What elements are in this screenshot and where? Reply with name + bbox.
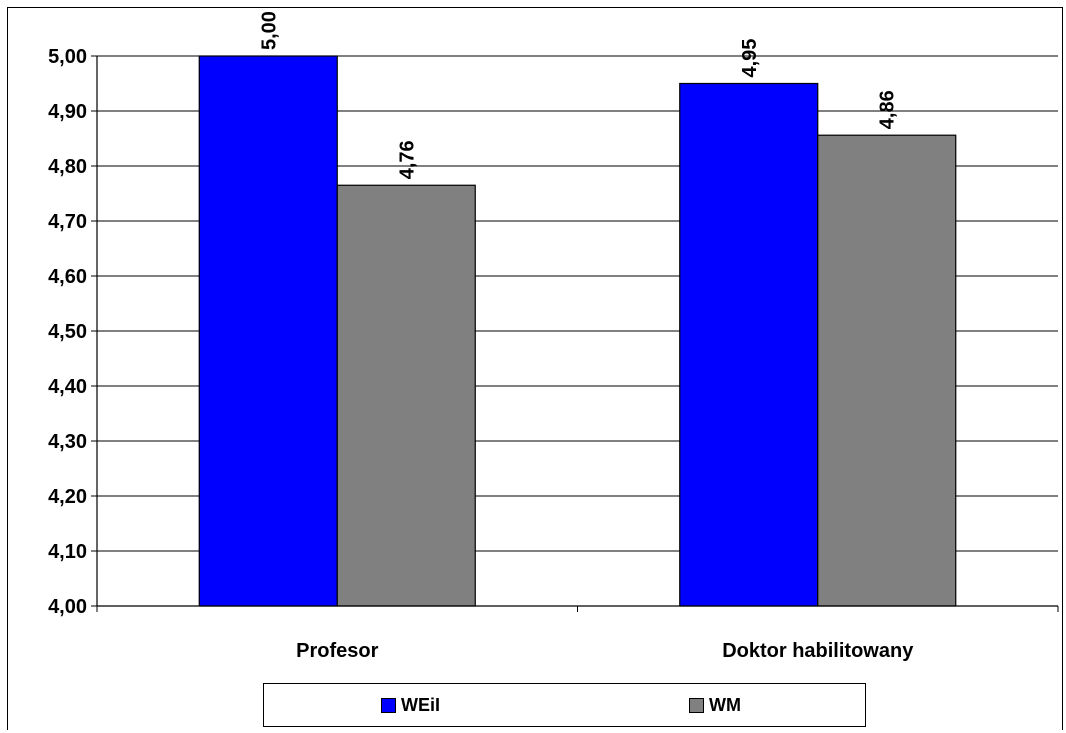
y-tick-label: 4,00 bbox=[48, 596, 87, 618]
data-label: 5,00 bbox=[258, 11, 280, 50]
legend-label-weii: WEiI bbox=[401, 695, 440, 715]
category-label: Doktor habilitowany bbox=[722, 640, 914, 662]
y-tick-label: 4,20 bbox=[48, 486, 87, 508]
y-tick-label: 4,70 bbox=[48, 211, 87, 233]
data-label: 4,86 bbox=[877, 90, 899, 129]
data-label: 4,95 bbox=[739, 39, 761, 78]
axes bbox=[96, 56, 1059, 612]
y-tick-label: 4,40 bbox=[48, 376, 87, 398]
category-label: Profesor bbox=[296, 640, 378, 662]
y-tick-label: 4,60 bbox=[48, 266, 87, 288]
bar-weii-0 bbox=[198, 55, 338, 607]
y-tick-label: 4,10 bbox=[48, 541, 87, 563]
y-tick-label: 4,50 bbox=[48, 321, 87, 343]
bar-wm-0 bbox=[336, 184, 476, 607]
chart-frame bbox=[7, 7, 1063, 730]
y-tick-label: 4,30 bbox=[48, 431, 87, 453]
legend-swatch-weii bbox=[381, 698, 396, 713]
data-labels: 5,00 4,76 4,95 4,86 bbox=[258, 11, 899, 179]
y-tick-label: 5,00 bbox=[48, 46, 87, 68]
bar-wm-1 bbox=[817, 134, 957, 607]
legend-item-weii: WEiI bbox=[381, 695, 440, 716]
legend-swatch-wm bbox=[689, 698, 704, 713]
legend: WEiI WM bbox=[263, 683, 866, 727]
legend-label-wm: WM bbox=[709, 695, 741, 715]
legend-item-wm: WM bbox=[689, 695, 741, 716]
bar-weii-1 bbox=[679, 82, 819, 607]
bars bbox=[198, 55, 957, 607]
x-axis-categories: Profesor Doktor habilitowany bbox=[296, 640, 914, 662]
y-axis-ticks: 4,00 4,10 4,20 4,30 4,40 4,50 4,60 4,70 4,80 4,90… bbox=[48, 46, 97, 618]
data-label: 4,76 bbox=[396, 140, 418, 179]
y-tick-label: 4,90 bbox=[48, 101, 87, 123]
y-tick-label: 4,80 bbox=[48, 156, 87, 178]
